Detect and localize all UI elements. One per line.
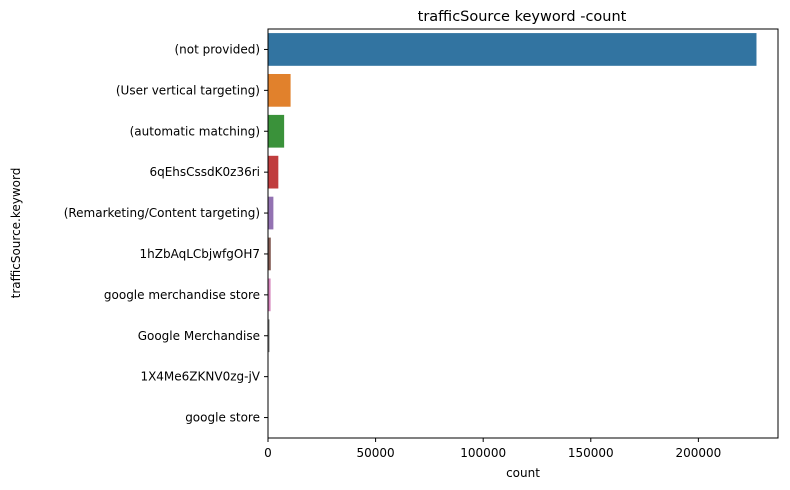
x-axis-label: count bbox=[506, 466, 540, 480]
y-axis-ticks: (not provided) (User vertical targeting) (… bbox=[64, 42, 268, 425]
y-tick-label: 1hZbAqLCbjwfgOH7 bbox=[140, 247, 260, 261]
bar bbox=[268, 73, 291, 107]
x-tick-label: 50000 bbox=[357, 446, 395, 460]
bar bbox=[268, 155, 279, 189]
bar bbox=[268, 114, 285, 148]
y-tick-label: (automatic matching) bbox=[130, 124, 260, 138]
y-axis-label: trafficSource.keyword bbox=[9, 168, 23, 299]
bars bbox=[268, 33, 757, 434]
y-tick-label: (not provided) bbox=[174, 42, 260, 56]
x-axis-ticks: 0 50000 100000 150000 200000 bbox=[264, 438, 721, 460]
bar bbox=[268, 278, 271, 312]
y-tick-label: Google Merchandise bbox=[138, 329, 260, 343]
y-tick-label: (Remarketing/Content targeting) bbox=[64, 206, 260, 220]
y-tick-label: 1X4Me6ZKNV0zg-jV bbox=[140, 370, 260, 384]
y-tick-label: google store bbox=[185, 411, 260, 425]
x-tick-label: 100000 bbox=[460, 446, 506, 460]
y-tick-label: (User vertical targeting) bbox=[116, 83, 260, 97]
bar bbox=[268, 237, 271, 271]
y-tick-label: google merchandise store bbox=[104, 288, 260, 302]
bar bbox=[268, 196, 274, 230]
x-tick-label: 150000 bbox=[568, 446, 614, 460]
x-tick-label: 200000 bbox=[675, 446, 721, 460]
x-tick-label: 0 bbox=[264, 446, 272, 460]
plot-frame bbox=[267, 28, 779, 439]
bar bbox=[268, 319, 270, 353]
y-tick-label: 6qEhsCssdK0z36ri bbox=[149, 165, 260, 179]
bar bbox=[268, 33, 757, 66]
chart-title: trafficSource keyword -count bbox=[418, 9, 627, 25]
